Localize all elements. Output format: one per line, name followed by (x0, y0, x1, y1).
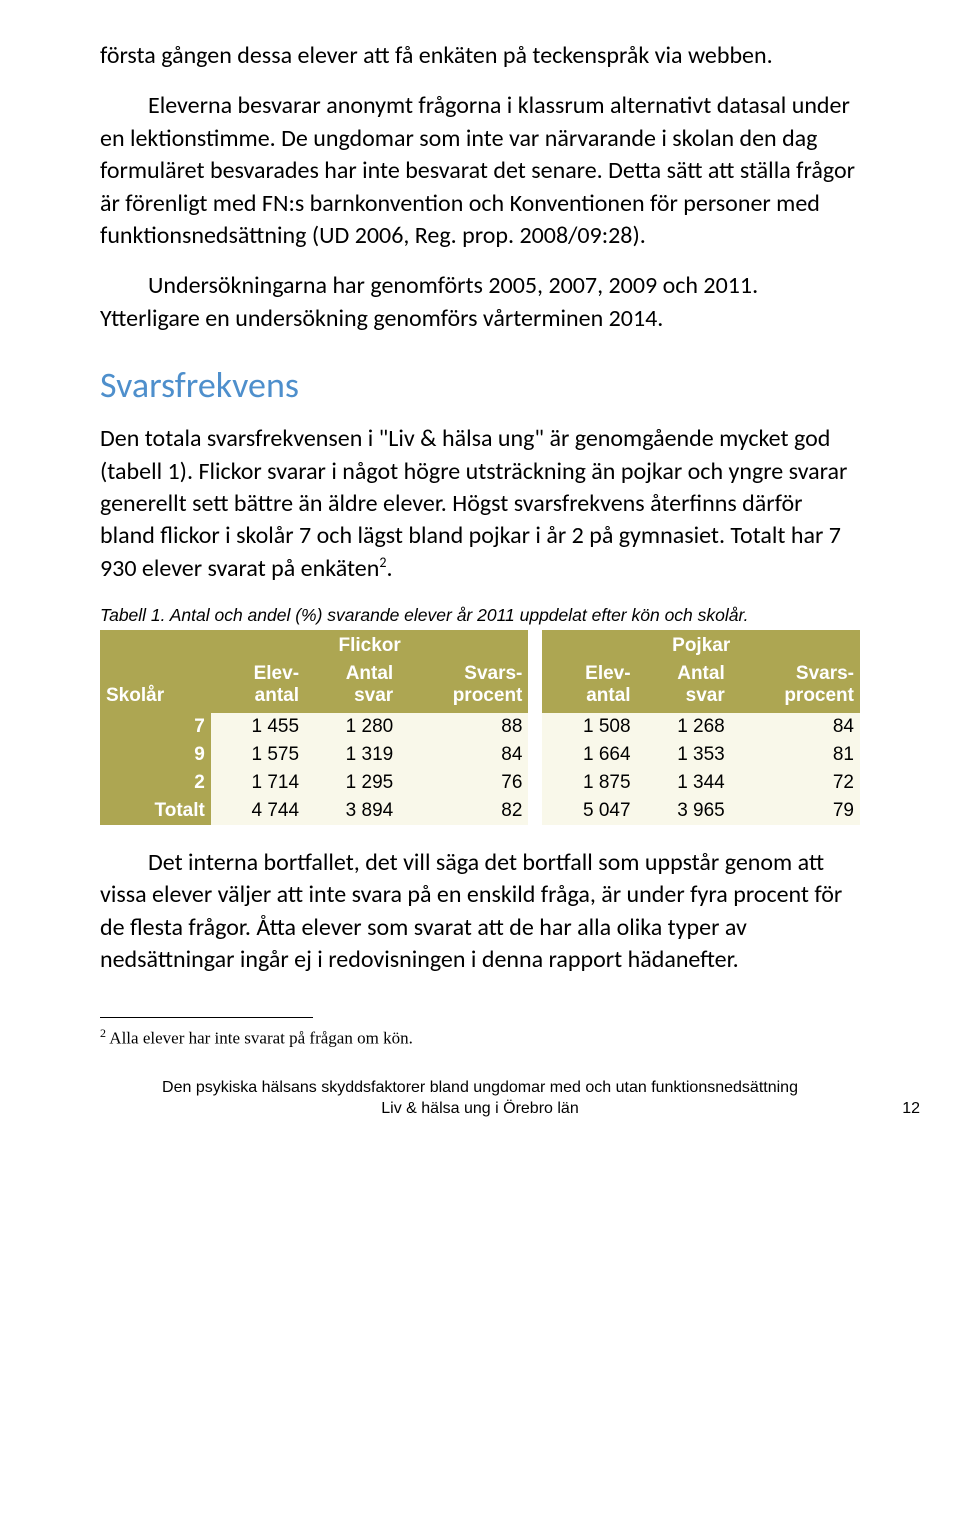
table-cell: 1 353 (637, 741, 731, 769)
table-cell (528, 769, 542, 797)
paragraph-4b: . (386, 554, 392, 583)
footnote-text: Alla elever har inte svarat på frågan om… (106, 1028, 413, 1047)
table-cell: 2 (100, 769, 211, 797)
table-caption: Tabell 1. Antal och andel (%) svarande e… (100, 605, 860, 626)
table-row: Totalt4 7443 89482 5 0473 96579 (100, 797, 860, 825)
col-blank (100, 630, 211, 660)
table-cell: 1 295 (305, 769, 399, 797)
paragraph-5-text: Det interna bortfallet, det vill säga de… (100, 848, 842, 974)
gap (528, 660, 542, 713)
page-number: 12 (902, 1100, 920, 1118)
paragraph-5: Det interna bortfallet, det vill säga de… (100, 847, 860, 977)
table-cell: 1 280 (305, 713, 399, 741)
table-cell (528, 713, 542, 741)
table-cell: 79 (731, 797, 860, 825)
table-cell: 1 508 (542, 713, 636, 741)
paragraph-3-text: Undersökningarna har genomförts 2005, 20… (100, 271, 758, 332)
table-cell: 3 894 (305, 797, 399, 825)
paragraph-4: Den totala svarsfrekvensen i "Liv & häls… (100, 423, 860, 585)
table-cell: 84 (731, 713, 860, 741)
table-cell (528, 797, 542, 825)
response-rate-table: Flickor Pojkar Skolår Elev-antal Antalsv… (100, 630, 860, 825)
footnote-2: 2 Alla elever har inte svarat på frågan … (100, 1026, 860, 1049)
col-elev-f: Elev-antal (211, 660, 305, 713)
table-cell: 3 965 (637, 797, 731, 825)
col-antal-f: Antalsvar (305, 660, 399, 713)
page-footer: Den psykiska hälsans skyddsfaktorer blan… (100, 1078, 860, 1120)
table-cell: 1 714 (211, 769, 305, 797)
paragraph-3: Undersökningarna har genomförts 2005, 20… (100, 270, 860, 335)
section-heading: Svarsfrekvens (100, 363, 860, 407)
table-cell: 1 268 (637, 713, 731, 741)
table-cell: 81 (731, 741, 860, 769)
footer-line-1: Den psykiska hälsans skyddsfaktorer blan… (162, 1079, 798, 1096)
footnote-separator (100, 1017, 313, 1018)
table-cell: 1 575 (211, 741, 305, 769)
paragraph-2: Eleverna besvarar anonymt frågorna i kla… (100, 90, 860, 252)
table-cell: 1 455 (211, 713, 305, 741)
table-cell: 1 664 (542, 741, 636, 769)
col-antal-p: Antalsvar (637, 660, 731, 713)
group-header-pojkar: Pojkar (542, 630, 860, 660)
table-cell (528, 741, 542, 769)
table-cell: 88 (399, 713, 528, 741)
table-cell: 1 319 (305, 741, 399, 769)
group-header-flickor: Flickor (211, 630, 529, 660)
table-cell: 82 (399, 797, 528, 825)
col-svars-f: Svars-procent (399, 660, 528, 713)
paragraph-4a: Den totala svarsfrekvensen i "Liv & häls… (100, 424, 847, 583)
table-cell: Totalt (100, 797, 211, 825)
table-cell: 72 (731, 769, 860, 797)
table-cell: 1 344 (637, 769, 731, 797)
row-label-header: Skolår (100, 660, 211, 713)
table-cell: 9 (100, 741, 211, 769)
table-cell: 84 (399, 741, 528, 769)
table-cell: 1 875 (542, 769, 636, 797)
col-svars-p: Svars-procent (731, 660, 860, 713)
footer-line-2: Liv & hälsa ung i Örebro län (381, 1100, 578, 1117)
paragraph-1: första gången dessa elever att få enkäte… (100, 40, 860, 72)
table-row: 21 7141 29576 1 8751 34472 (100, 769, 860, 797)
paragraph-2-text: Eleverna besvarar anonymt frågorna i kla… (100, 91, 855, 250)
table-cell: 7 (100, 713, 211, 741)
table-row: 71 4551 28088 1 5081 26884 (100, 713, 860, 741)
table-cell: 76 (399, 769, 528, 797)
gap (528, 630, 542, 660)
col-elev-p: Elev-antal (542, 660, 636, 713)
table-row: 91 5751 31984 1 6641 35381 (100, 741, 860, 769)
table-cell: 5 047 (542, 797, 636, 825)
table-cell: 4 744 (211, 797, 305, 825)
